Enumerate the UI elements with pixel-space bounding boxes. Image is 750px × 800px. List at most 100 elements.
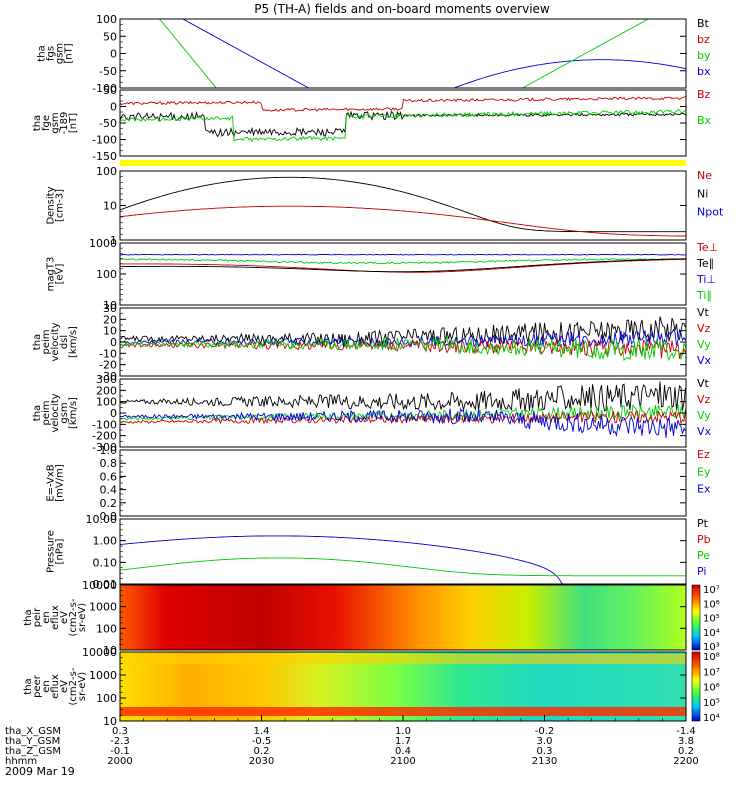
series-Ti-perp [119,253,686,256]
y-axis-label: velocity [50,322,61,361]
series-Ni [119,176,686,233]
y-axis-label: eflux [50,605,61,630]
colorbar [691,651,701,722]
y-axis-label: fge [41,115,52,131]
series-by-a [120,18,686,89]
y-axis-label: sr-eV) [77,672,88,701]
y-axis-label: eV [59,611,70,624]
y-axis-label: peim [41,400,52,425]
legend-Ti∥: Ti∥ [696,289,712,302]
legend-Vy: Vy [697,409,711,422]
y-tick-label: 1 [110,234,117,247]
x-tick-label: 3.0 [537,736,553,747]
panel-density: 100 10 1 Density[cm-3] Ne Ni Npot [46,165,724,247]
legend-Vt: Vt [697,306,710,319]
y-axis-label: (cm2-s- [68,598,79,636]
x-tick-label: 3.8 [678,736,694,747]
y-tick-label: -20 [99,359,117,372]
y-axis-label: en [41,680,52,693]
y-axis-label: eflux [50,674,61,699]
legend-Ez: Ez [697,448,710,461]
y-tick-label: -200 [92,430,117,443]
y-tick-label: -50 [99,65,117,78]
colorbar-label: 10⁴ [703,713,720,724]
y-tick-label: 1000 [89,601,117,614]
x-row-label: hhmm [5,756,37,767]
y-axis-label: Density [46,186,57,224]
colorbar [691,584,701,651]
y-axis-label: [km/s] [68,397,79,429]
panel-frame [119,170,687,241]
y-tick-label: 0.01 [93,578,118,591]
y-tick-label: 50 [103,84,117,97]
legend-Vx: Vx [697,354,712,367]
x-tick-label: -1.4 [676,726,696,737]
y-axis-label: gsm [59,402,70,423]
y-tick-label: 0 [110,48,117,61]
y-tick-label: -50 [99,117,117,130]
y-tick-label: 50 [103,30,117,43]
y-tick-label: 300 [96,373,117,386]
legend-Ti⊥: Ti⊥ [696,273,716,286]
legend-by: by [697,49,711,62]
legend-Bz: Bz [697,88,711,101]
x-tick-label: 2030 [249,756,274,767]
legend-Pi: Pi [697,565,706,578]
x-tick-label: 2130 [532,756,557,767]
x-tick-label: 1.0 [395,726,411,737]
y-tick-label: 1000 [89,237,117,250]
panel-pressure: 10.00 1.00 0.10 0.01 Pressure[nPa] Pt Pb Pe Pi [46,513,711,591]
x-tick-label: -0.1 [110,746,130,757]
y-tick-label: 1000 [89,669,117,682]
y-axis-label: Pressure [46,530,57,573]
legend-Pt: Pt [697,517,709,530]
y-tick-label: 0 [110,101,117,114]
series-Vt [119,381,686,412]
spectrogram-band [120,654,686,664]
y-axis-label: tha [32,334,43,350]
panel-exb: 1.00.80.60.40.20.0 E=-VxB[mV/m] Ez Ey Ex [46,444,711,523]
legend-Vz: Vz [697,322,711,335]
panel-peer: 10⁸ 10⁷ 10⁶ 10⁵ 10⁴ 10000 1000 100 10 thapeerenef… [23,646,720,728]
x-row-label: tha_X_GSM [5,726,61,737]
series-Te-par [120,258,686,273]
x-tick-label: 1.7 [395,736,411,747]
legend-bx: bx [697,65,711,78]
y-tick-label: 100 [96,13,117,26]
y-axis-label: [cm-3] [55,189,66,222]
legend-Vy: Vy [697,338,711,351]
panel-peir: 10⁷ 10⁶ 10⁵ 10⁴ 10³ 10000 1000 100 10 thapeirenef… [23,579,720,657]
spectrogram-peir [120,585,686,650]
y-axis-label: en [41,611,52,624]
y-tick-label: 10000 [82,579,117,592]
y-axis-label: gsm [50,112,61,133]
legend-Pe: Pe [697,549,710,562]
y-axis-label: gsm [55,43,66,64]
y-axis-label: magT3 [46,257,57,292]
y-tick-label: -100 [92,82,117,95]
figure-title: P5 (TH-A) fields and on-board moments ov… [254,2,550,16]
y-axis-label: velocity [50,393,61,432]
legend-Ne: Ne [697,169,712,182]
y-tick-label: 0.0 [100,510,118,523]
y-axis-label: [nPa] [55,538,66,564]
colorbar-label: 10⁴ [703,628,720,639]
legend-Bx: Bx [697,114,712,127]
y-axis-label: [mV/m] [55,464,66,502]
legend-Vt: Vt [697,377,710,390]
y-axis-label: peim [41,329,52,354]
x-tick-label: 0.2 [254,746,270,757]
series-Vx [119,328,686,349]
spectrogram-band [120,707,686,716]
series-Ti-par [119,258,686,265]
y-tick-label: 100 [96,622,117,635]
y-tick-label: 10 [103,715,117,728]
y-tick-label: 0.10 [93,556,118,569]
legend-Npot: Npot [697,206,724,219]
y-axis-label: tha [32,115,43,131]
legend-Ni: Ni [697,187,708,200]
y-tick-label: 0.4 [100,484,118,497]
